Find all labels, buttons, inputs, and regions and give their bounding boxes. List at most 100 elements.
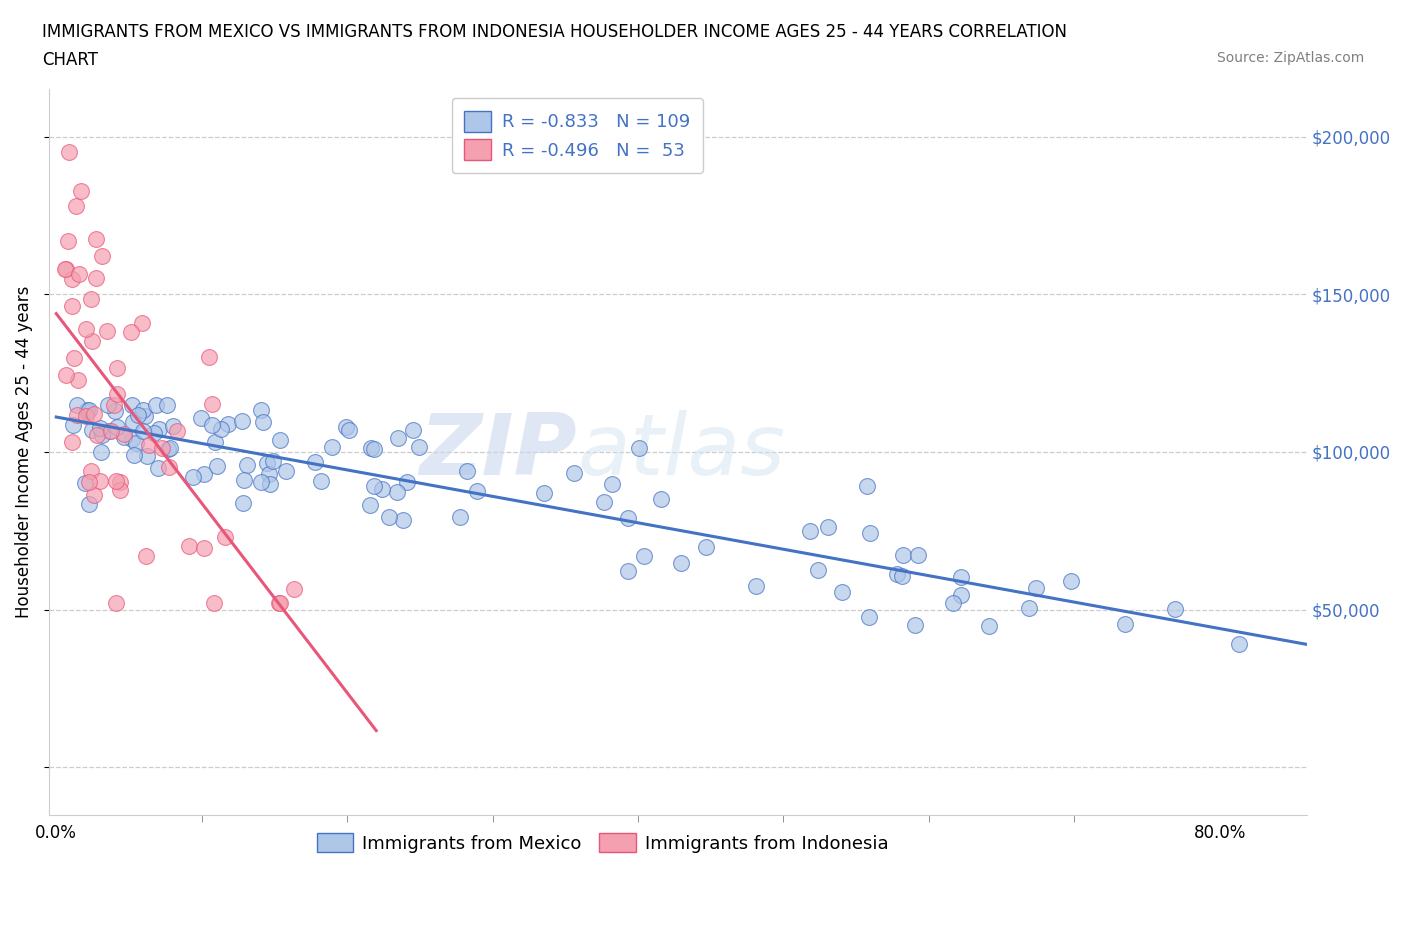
Point — [799, 524, 821, 538]
Point — [209, 422, 232, 437]
Point — [155, 397, 177, 412]
Point — [56, 233, 79, 248]
Point — [79, 474, 101, 489]
Point — [650, 492, 672, 507]
Point — [337, 423, 360, 438]
Point — [55, 261, 77, 276]
Point — [218, 416, 240, 431]
Point — [283, 582, 305, 597]
Point — [360, 441, 382, 456]
Point — [891, 548, 914, 563]
Point — [745, 578, 768, 593]
Point — [259, 476, 281, 491]
Point — [617, 564, 640, 578]
Point — [62, 350, 84, 365]
Point — [949, 570, 972, 585]
Point — [304, 455, 326, 470]
Point — [97, 424, 120, 439]
Point — [190, 410, 212, 425]
Point — [103, 398, 125, 413]
Point — [83, 487, 105, 502]
Point — [112, 427, 135, 442]
Text: ZIP: ZIP — [420, 410, 578, 494]
Point — [84, 232, 107, 246]
Point — [950, 588, 973, 603]
Point — [62, 418, 84, 432]
Point — [135, 549, 157, 564]
Point — [82, 334, 104, 349]
Point — [231, 414, 253, 429]
Point — [831, 584, 853, 599]
Point — [67, 267, 90, 282]
Point — [83, 406, 105, 421]
Point — [122, 415, 145, 430]
Point — [84, 271, 107, 286]
Point — [207, 458, 229, 473]
Point — [562, 466, 585, 481]
Point — [66, 373, 89, 388]
Point — [449, 510, 471, 525]
Point — [65, 199, 87, 214]
Point — [148, 421, 170, 436]
Point — [1164, 602, 1187, 617]
Point — [1227, 636, 1250, 651]
Point — [593, 494, 616, 509]
Point — [942, 596, 965, 611]
Point — [97, 397, 120, 412]
Point — [79, 497, 101, 512]
Point — [138, 438, 160, 453]
Point — [363, 479, 385, 494]
Point — [76, 403, 98, 418]
Point — [108, 474, 131, 489]
Point — [179, 539, 201, 554]
Point — [907, 547, 929, 562]
Point — [86, 428, 108, 443]
Point — [214, 529, 236, 544]
Point — [276, 464, 298, 479]
Point — [122, 447, 145, 462]
Point — [235, 458, 257, 472]
Point — [886, 566, 908, 581]
Point — [73, 476, 96, 491]
Point — [157, 459, 180, 474]
Point — [150, 441, 173, 456]
Point — [232, 496, 254, 511]
Point — [121, 432, 143, 446]
Point — [858, 610, 880, 625]
Point — [856, 479, 879, 494]
Point — [456, 464, 478, 479]
Point — [96, 324, 118, 339]
Point — [627, 440, 650, 455]
Point — [616, 511, 638, 525]
Point — [125, 436, 148, 451]
Point — [105, 387, 128, 402]
Point — [262, 454, 284, 469]
Point — [112, 429, 135, 444]
Point — [131, 315, 153, 330]
Point — [250, 474, 273, 489]
Point — [89, 473, 111, 488]
Point — [378, 510, 401, 525]
Point — [105, 419, 128, 434]
Point — [60, 299, 83, 313]
Point — [267, 596, 290, 611]
Point — [1059, 574, 1081, 589]
Point — [156, 442, 179, 457]
Point — [309, 474, 332, 489]
Point — [55, 368, 77, 383]
Point — [53, 261, 76, 276]
Point — [104, 596, 127, 611]
Text: IMMIGRANTS FROM MEXICO VS IMMIGRANTS FROM INDONESIA HOUSEHOLDER INCOME AGES 25 -: IMMIGRANTS FROM MEXICO VS IMMIGRANTS FRO… — [42, 23, 1067, 41]
Point — [671, 556, 693, 571]
Point — [256, 456, 278, 471]
Point — [467, 484, 489, 498]
Point — [817, 519, 839, 534]
Point — [890, 568, 912, 583]
Point — [127, 407, 149, 422]
Point — [252, 414, 274, 429]
Point — [198, 350, 221, 365]
Point — [75, 408, 97, 423]
Point — [76, 405, 98, 419]
Point — [58, 145, 80, 160]
Point — [201, 396, 224, 411]
